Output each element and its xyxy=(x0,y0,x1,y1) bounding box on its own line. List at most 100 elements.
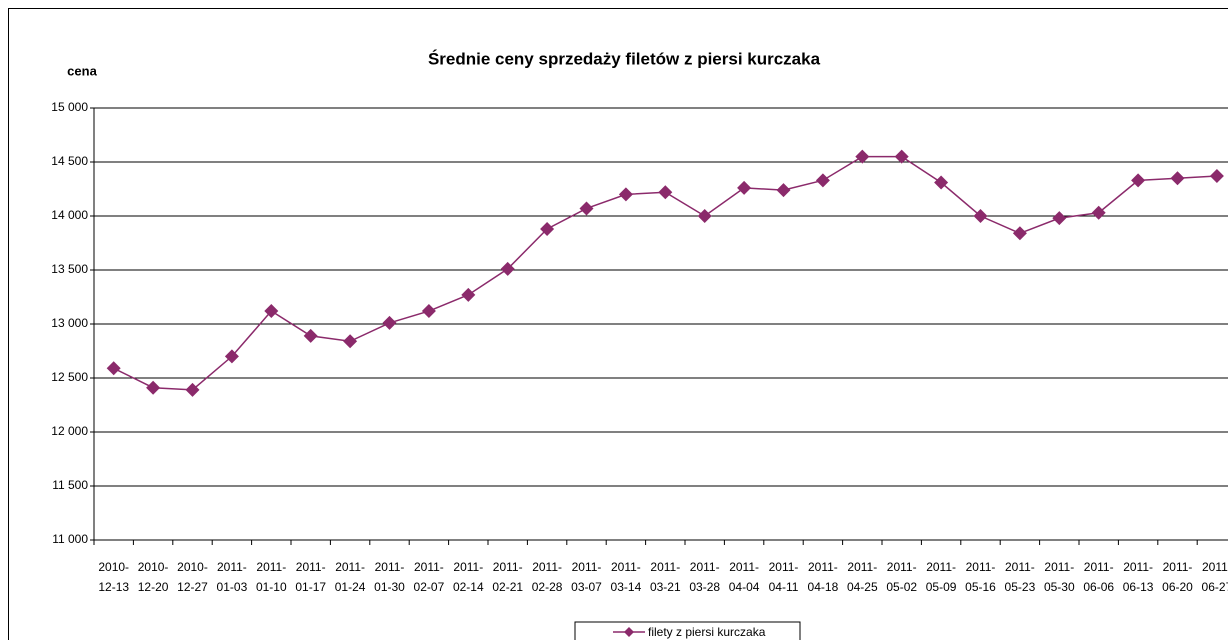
x-tick-label: 04-25 xyxy=(847,580,878,594)
x-tick-label: 2011- xyxy=(847,560,877,574)
data-point xyxy=(1209,169,1224,184)
x-tick-label: 04-11 xyxy=(769,580,799,594)
x-tick-label: 02-21 xyxy=(492,580,523,594)
x-tick-label: 2011- xyxy=(769,560,799,574)
y-axis-label: cena xyxy=(67,63,97,78)
y-tick-label: 14 500 xyxy=(51,154,88,168)
x-tick-label: 12-13 xyxy=(98,580,129,594)
x-tick-label: 2011- xyxy=(690,560,720,574)
y-tick-label: 15 000 xyxy=(51,100,88,114)
x-tick-label: 2011- xyxy=(650,560,680,574)
data-point xyxy=(1012,226,1027,241)
x-tick-label: 2010- xyxy=(177,560,208,574)
x-tick-label: 03-21 xyxy=(650,580,681,594)
x-tick-label: 02-07 xyxy=(414,580,445,594)
data-point xyxy=(224,349,239,364)
x-tick-label: 01-03 xyxy=(217,580,248,594)
x-tick-label: 2011- xyxy=(572,560,602,574)
x-tick-label: 2011- xyxy=(1202,560,1228,574)
data-point xyxy=(382,315,397,330)
legend-label: filety z piersi kurczaka xyxy=(648,625,766,639)
x-tick-label: 2011- xyxy=(375,560,405,574)
data-point xyxy=(618,187,633,202)
data-point xyxy=(500,261,515,276)
x-tick-label: 02-14 xyxy=(453,580,484,594)
x-tick-label: 2011- xyxy=(1044,560,1074,574)
x-tick-label: 2011- xyxy=(217,560,247,574)
y-tick-label: 14 000 xyxy=(51,208,88,222)
data-point xyxy=(1170,171,1185,186)
x-tick-label: 04-18 xyxy=(808,580,839,594)
x-tick-label: 2011- xyxy=(1163,560,1193,574)
x-tick-label: 05-30 xyxy=(1044,580,1075,594)
x-tick-label: 01-17 xyxy=(295,580,326,594)
x-tick-label: 05-16 xyxy=(965,580,996,594)
x-tick-label: 03-14 xyxy=(611,580,642,594)
data-point xyxy=(461,287,476,302)
x-tick-label: 05-23 xyxy=(1005,580,1036,594)
data-point xyxy=(1091,205,1106,220)
x-tick-label: 01-10 xyxy=(256,580,287,594)
y-tick-label: 12 500 xyxy=(51,370,88,384)
data-point xyxy=(855,149,870,164)
x-tick-label: 2011- xyxy=(966,560,996,574)
x-tick-label: 2011- xyxy=(926,560,956,574)
x-tick-label: 06-20 xyxy=(1162,580,1193,594)
data-point xyxy=(1052,211,1067,226)
data-point xyxy=(264,304,279,319)
x-tick-label: 2011- xyxy=(729,560,759,574)
x-tick-label: 03-28 xyxy=(689,580,720,594)
x-tick-label: 12-20 xyxy=(138,580,169,594)
data-point xyxy=(934,175,949,190)
x-tick-label: 2011- xyxy=(335,560,365,574)
data-point xyxy=(106,361,121,376)
x-tick-label: 2011- xyxy=(1123,560,1153,574)
data-point xyxy=(697,209,712,223)
x-tick-label: 02-28 xyxy=(532,580,563,594)
x-tick-label: 04-04 xyxy=(729,580,760,594)
y-tick-label: 13 500 xyxy=(51,262,88,276)
data-point xyxy=(540,221,555,236)
legend-marker xyxy=(624,627,634,637)
x-tick-label: 2011- xyxy=(1084,560,1114,574)
y-tick-label: 11 000 xyxy=(52,532,88,546)
x-tick-label: 2011- xyxy=(453,560,483,574)
data-point xyxy=(776,183,791,198)
data-point xyxy=(146,380,161,395)
x-tick-label: 2010- xyxy=(138,560,169,574)
x-tick-label: 06-06 xyxy=(1083,580,1114,594)
x-tick-label: 2011- xyxy=(1005,560,1035,574)
data-point xyxy=(579,201,594,216)
x-tick-label: 01-24 xyxy=(335,580,366,594)
data-point xyxy=(343,334,358,349)
data-point xyxy=(421,304,436,319)
x-tick-label: 2011- xyxy=(808,560,838,574)
data-point xyxy=(303,328,318,343)
legend-box xyxy=(574,621,801,640)
x-tick-label: 2011- xyxy=(611,560,641,574)
x-tick-label: 2010- xyxy=(98,560,129,574)
data-point xyxy=(815,173,830,188)
y-tick-label: 13 000 xyxy=(51,316,88,330)
x-tick-label: 03-07 xyxy=(571,580,602,594)
data-point xyxy=(894,149,909,164)
x-tick-label: 2011- xyxy=(414,560,444,574)
data-point xyxy=(185,382,200,397)
chart-title: Średnie ceny sprzedaży filetów z piersi … xyxy=(428,49,821,68)
x-tick-label: 2011- xyxy=(256,560,286,574)
x-tick-label: 12-27 xyxy=(177,580,208,594)
x-tick-label: 06-13 xyxy=(1123,580,1154,594)
x-tick-label: 05-09 xyxy=(926,580,957,594)
x-tick-label: 01-30 xyxy=(374,580,405,594)
y-tick-label: 11 500 xyxy=(52,478,88,492)
x-tick-label: 2011- xyxy=(493,560,523,574)
x-tick-label: 2011- xyxy=(296,560,326,574)
x-tick-label: 06-27 xyxy=(1202,580,1228,594)
data-point xyxy=(973,209,988,223)
x-tick-label: 05-02 xyxy=(886,580,917,594)
data-point xyxy=(658,185,673,200)
data-point xyxy=(1131,173,1146,188)
x-tick-label: 2011- xyxy=(532,560,562,574)
y-tick-label: 12 000 xyxy=(51,424,88,438)
